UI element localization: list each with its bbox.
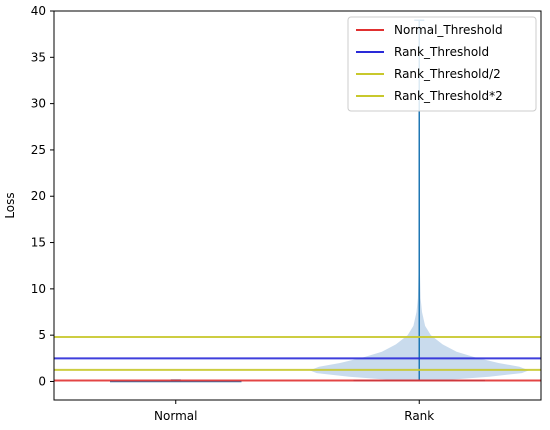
x-tick-label: Rank [404, 409, 434, 423]
y-tick-label: 10 [31, 282, 46, 296]
legend-entry-label: Rank_Threshold [394, 45, 489, 59]
y-tick-label: 25 [31, 143, 46, 157]
legend-entry-label: Rank_Threshold*2 [394, 89, 503, 103]
y-tick-label: 15 [31, 236, 46, 250]
legend-box [347, 16, 537, 112]
y-tick-label: 35 [31, 50, 46, 64]
y-tick-label: 40 [31, 4, 46, 18]
threshold-lines-layer [54, 336, 541, 382]
legend-entry-label: Normal_Threshold [394, 23, 503, 37]
y-tick-label: 30 [31, 97, 46, 111]
legend-entry-label: Rank_Threshold/2 [394, 67, 501, 81]
y-axis-label: Loss [3, 192, 17, 218]
y-tick-label: 5 [38, 328, 46, 342]
y-axis-ticks: 0 5 10 15 20 25 30 35 40 [31, 4, 54, 388]
legend: Normal_Threshold Rank_Threshold Rank_Thres… [347, 16, 537, 112]
x-axis-ticks: Normal Rank [154, 400, 434, 423]
y-tick-label: 0 [38, 374, 46, 388]
plot-frame [53, 10, 542, 401]
x-tick-label: Normal [154, 409, 197, 423]
y-tick-label: 20 [31, 189, 46, 203]
